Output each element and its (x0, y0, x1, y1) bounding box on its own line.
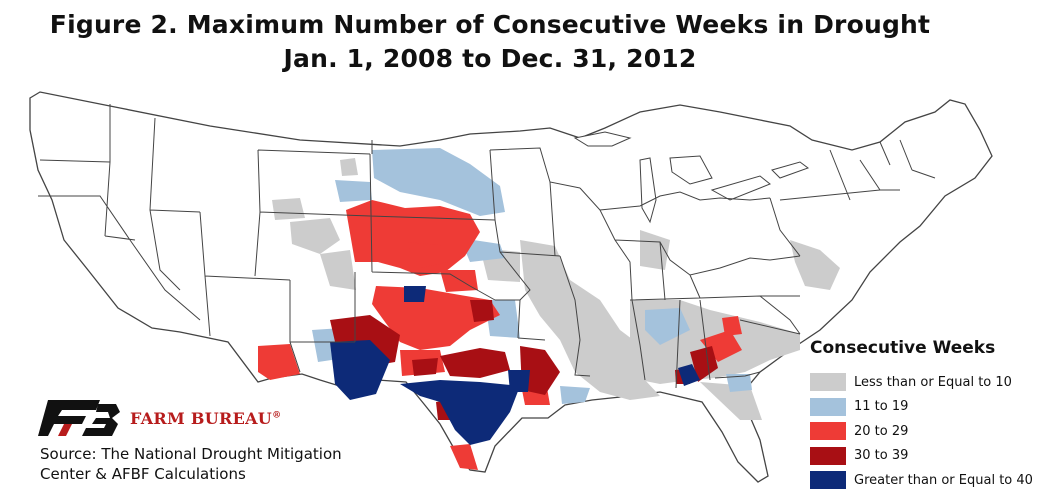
legend-label: 30 to 39 (854, 448, 909, 463)
legend-title: Consecutive Weeks (810, 338, 996, 358)
legend-swatch (810, 446, 846, 465)
legend: Consecutive Weeks Less than or Equal to … (810, 338, 1060, 493)
logo-icon-spacer (40, 398, 122, 438)
farm-bureau-name: FARM BUREAU® (130, 408, 282, 428)
legend-label: Greater than or Equal to 40 (854, 472, 1033, 488)
legend-item-ge-40: Greater than or Equal to 40 (810, 468, 1060, 492)
farm-bureau-logo: FARM BUREAU® (40, 398, 281, 438)
legend-swatch (810, 422, 846, 440)
source-line-1: Source: The National Drought Mitigation (40, 445, 342, 463)
legend-swatch (810, 373, 846, 391)
state-boundaries (38, 104, 936, 389)
region-greater-than-or-equal-40 (330, 286, 700, 445)
legend-item-20-29: 20 to 29 (810, 419, 1060, 443)
figure-title: Figure 2. Maximum Number of Consecutive … (49, 10, 931, 39)
legend-label: 11 to 19 (854, 399, 909, 414)
great-lakes (573, 131, 810, 224)
drought-regions (258, 148, 840, 470)
figure-subtitle: Jan. 1, 2008 to Dec. 31, 2012 (283, 44, 697, 73)
legend-item-le-10: Less than or Equal to 10 (810, 370, 1060, 394)
farm-bureau-fb-logo-icon (38, 400, 120, 436)
source-line-2: Center & AFBF Calculations (40, 465, 246, 483)
legend-label: 20 to 29 (854, 423, 909, 439)
legend-item-11-19: 11 to 19 (810, 395, 1060, 419)
legend-swatch (810, 471, 846, 489)
legend-item-30-39: 30 to 39 (810, 444, 1060, 468)
legend-label: Less than or Equal to 10 (854, 374, 1012, 390)
source-note: Source: The National Drought Mitigation … (40, 444, 342, 484)
legend-swatch (810, 397, 846, 416)
